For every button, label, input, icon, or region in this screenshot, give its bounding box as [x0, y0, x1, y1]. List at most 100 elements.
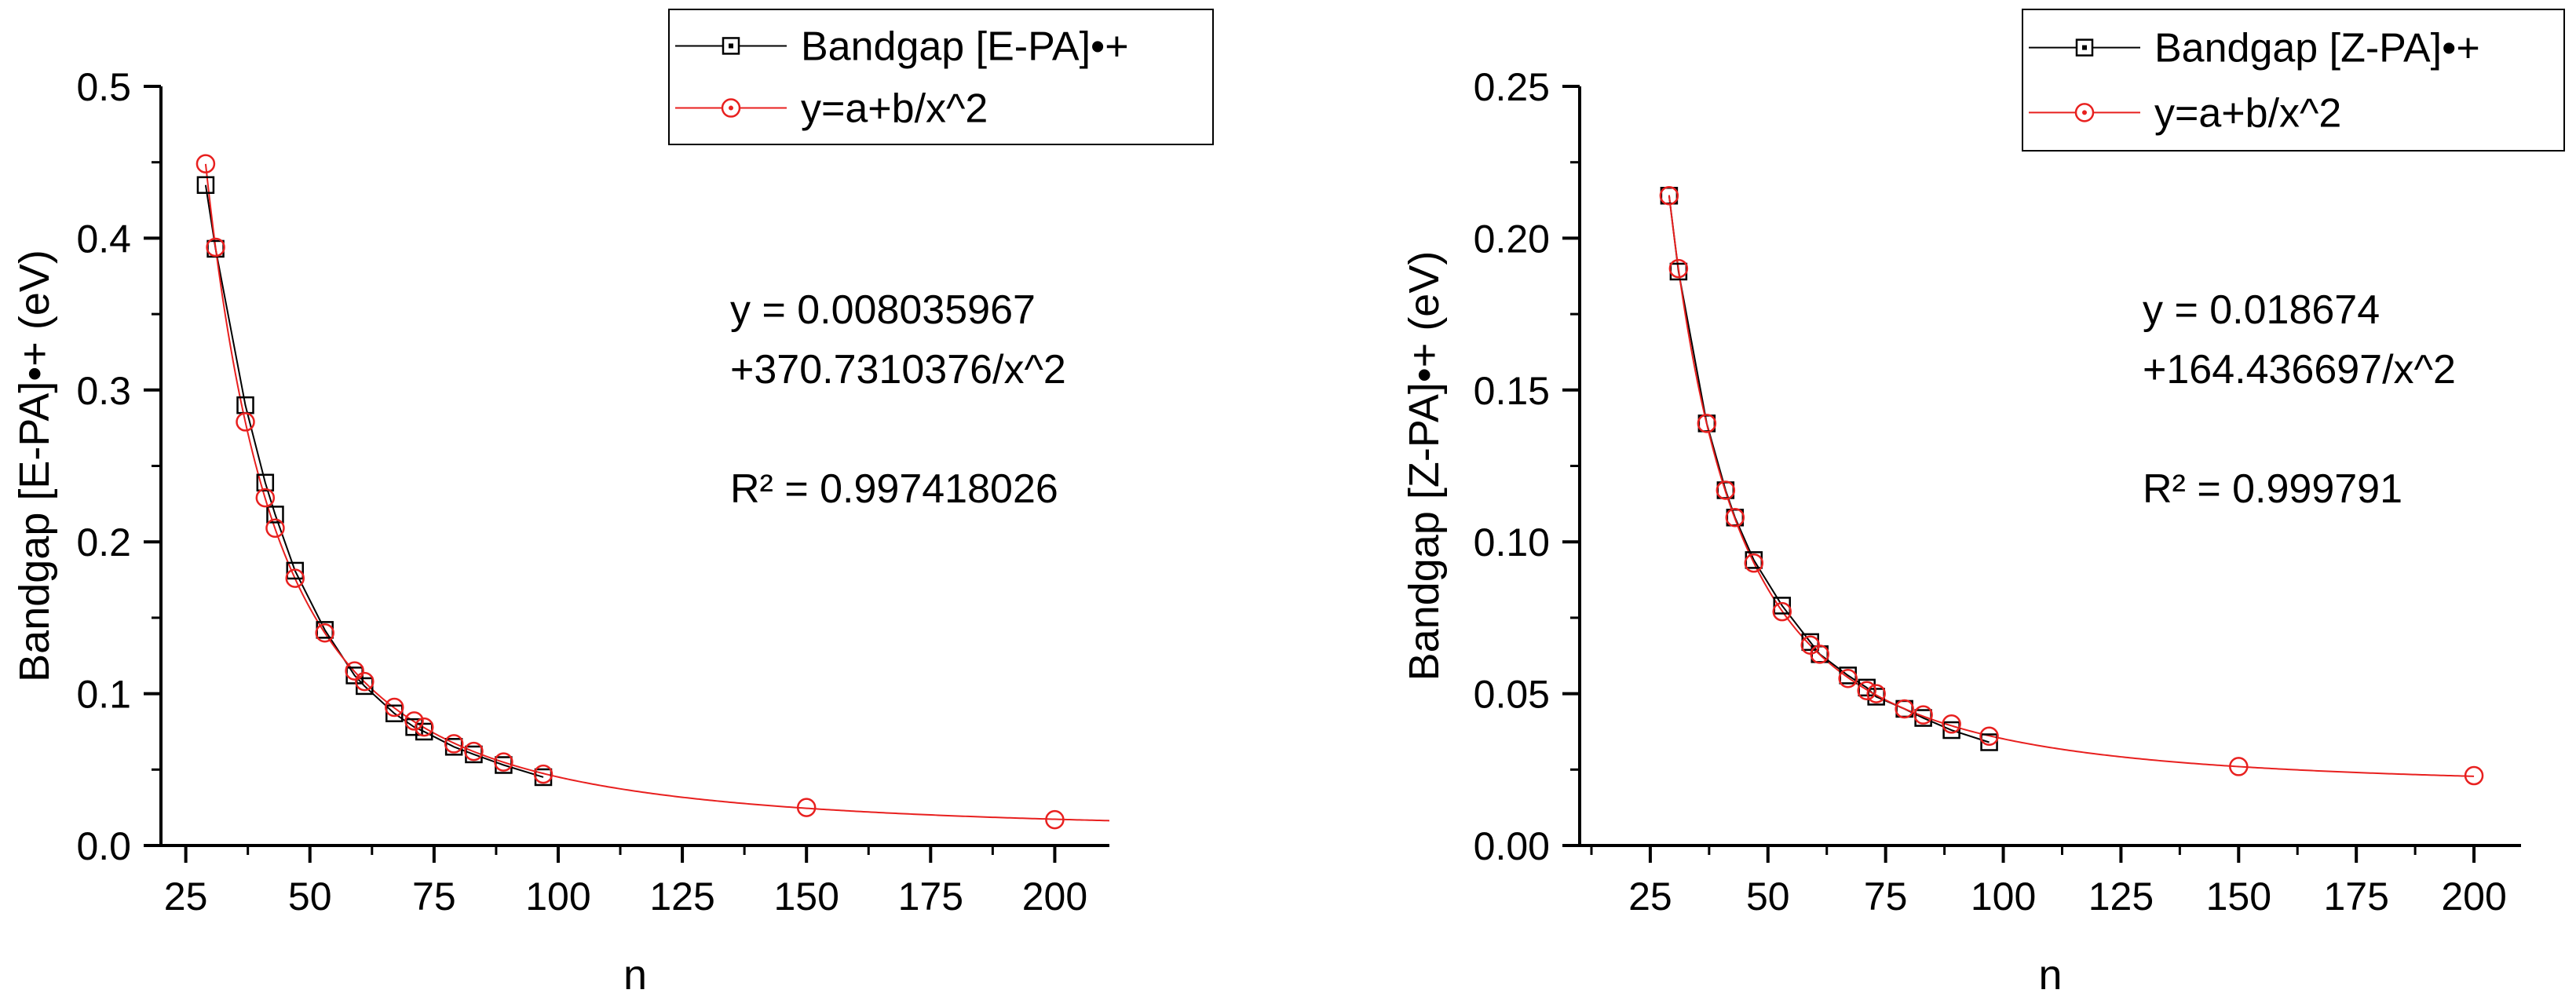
chart-1: 0.0 0.1 0.2 0.3 0.4 0.5 25 50 75 100 125 150 175 200 n… — [11, 9, 1214, 999]
fit-point-circle — [1744, 553, 1764, 573]
fit-point-circle — [345, 661, 364, 681]
y-axis-title: Bandgap [E-PA]•+ (eV) — [11, 250, 58, 682]
legend: Bandgap [E-PA]•+ y=a+b/x^2 — [668, 9, 1214, 145]
y-tick-label: 0.0 — [76, 824, 131, 868]
fit-point-circle — [1913, 705, 1933, 725]
y-tick-label: 0.3 — [76, 369, 131, 413]
fit-point-circle — [255, 488, 276, 508]
fit-point-circle — [1725, 508, 1745, 528]
y-tick-label: 0.05 — [1474, 673, 1550, 717]
y-tick-label: 0.4 — [76, 217, 131, 261]
x-tick-label: 50 — [1746, 875, 1790, 919]
legend-label-data: Bandgap [Z-PA]•+ — [2154, 26, 2480, 71]
fit-r-squared: R² = 0.997418026 — [730, 466, 1058, 512]
x-tick-label: 75 — [1864, 875, 1908, 919]
fit-point-circle — [796, 798, 817, 817]
y-tick-label: 0.10 — [1474, 520, 1550, 564]
chart-2: 0.00 0.05 0.10 0.15 0.20 0.25 25 50 75 100 125 150 1… — [1401, 9, 2565, 999]
fit-point-circle — [494, 752, 513, 772]
fit-point-circle — [444, 734, 464, 754]
fit-point-circle — [206, 237, 225, 257]
legend-marker-dot — [729, 105, 733, 111]
fit-point-circle — [2229, 757, 2249, 776]
x-tick-label: 175 — [898, 875, 963, 919]
fit-point-circle — [414, 717, 434, 737]
legend-marker-dot — [729, 43, 733, 49]
fit-equation-line-1: y = 0.008035967 — [730, 287, 1036, 333]
data-point-square — [266, 506, 284, 524]
legend-box — [2022, 9, 2565, 152]
x-tick-label: 125 — [2088, 875, 2154, 919]
series-line-data — [204, 184, 544, 778]
x-tick-label: 100 — [525, 875, 590, 919]
data-point-square — [1980, 733, 1998, 751]
fit-point-circle — [464, 741, 484, 761]
fit-point-circle — [1772, 601, 1792, 622]
x-tick-label: 125 — [649, 875, 714, 919]
fit-point-circle — [1838, 669, 1858, 688]
series-line-data — [1668, 195, 1990, 743]
fit-point-circle — [1716, 480, 1736, 500]
data-point-square — [286, 561, 305, 580]
fit-point-circle — [1045, 809, 1065, 830]
fit-equation-line-1: y = 0.018674 — [2143, 287, 2380, 333]
data-point-square — [256, 473, 275, 492]
legend-label-data: Bandgap [E-PA]•+ — [801, 24, 1129, 69]
fit-point-circle — [2464, 765, 2484, 786]
fit-point-circle — [404, 711, 424, 731]
data-point-square — [405, 718, 423, 736]
fit-curve-line — [204, 163, 1110, 822]
x-tick-label: 25 — [1628, 875, 1672, 919]
fit-point-circle — [533, 764, 554, 784]
fit-point-circle — [385, 697, 404, 718]
fit-point-circle — [1857, 681, 1876, 700]
legend-label-fit: y=a+b/x^2 — [801, 86, 988, 132]
fit-equation-line-2: +164.436697/x^2 — [2143, 347, 2456, 393]
fit-point-circle — [285, 568, 305, 588]
x-tick-label: 150 — [773, 875, 839, 919]
fit-point-circle — [1668, 258, 1689, 279]
y-tick-label: 0.00 — [1474, 824, 1550, 868]
x-axis-title: n — [623, 951, 647, 999]
y-tick-label: 0.1 — [76, 673, 131, 717]
fit-point-circle — [236, 412, 255, 432]
y-axis-title: Bandgap [Z-PA]•+ (eV) — [1401, 251, 1448, 681]
y-tick-label: 0.5 — [76, 65, 131, 109]
legend-box — [668, 9, 1214, 145]
data-point-square — [196, 176, 215, 194]
fit-point-circle — [1942, 714, 1961, 734]
x-tick-label: 100 — [1971, 875, 2036, 919]
fit-point-circle — [265, 518, 285, 539]
data-point-square — [385, 704, 404, 722]
x-tick-label: 25 — [164, 875, 208, 919]
fit-point-circle — [1810, 645, 1829, 664]
y-tick-label: 0.2 — [76, 520, 131, 564]
data-point-square — [1773, 597, 1792, 615]
fit-point-circle — [1979, 726, 1999, 747]
fit-r-squared: R² = 0.999791 — [2143, 466, 2402, 512]
y-tick-label: 0.20 — [1474, 217, 1550, 261]
y-tick-label: 0.25 — [1474, 65, 1550, 109]
legend: Bandgap [Z-PA]•+ y=a+b/x^2 — [2022, 9, 2565, 152]
fit-annotation: y = 0.018674 +164.436697/x^2 R² = 0.999791 — [2143, 287, 2456, 512]
fit-point-circle — [315, 623, 334, 643]
fit-point-circle — [1895, 699, 1914, 719]
x-axis-title: n — [2038, 951, 2062, 999]
y-tick-label: 0.15 — [1474, 369, 1550, 413]
x-tick-label: 175 — [2323, 875, 2388, 919]
legend-marker-dot — [2082, 110, 2087, 115]
fit-annotation: y = 0.008035967 +370.7310376/x^2 R² = 0.99… — [730, 287, 1066, 512]
x-tick-label: 50 — [288, 875, 332, 919]
fit-point-circle — [1697, 414, 1717, 433]
x-tick-label: 200 — [2441, 875, 2506, 919]
x-tick-label: 150 — [2206, 875, 2271, 919]
fit-equation-line-2: +370.7310376/x^2 — [730, 347, 1066, 393]
x-tick-label: 75 — [412, 875, 456, 919]
legend-marker-dot — [2082, 45, 2087, 50]
fit-point-circle — [195, 154, 216, 173]
legend-label-fit: y=a+b/x^2 — [2154, 90, 2341, 136]
fit-point-circle — [1866, 684, 1886, 703]
x-tick-label: 200 — [1022, 875, 1087, 919]
fit-point-circle — [355, 671, 375, 692]
